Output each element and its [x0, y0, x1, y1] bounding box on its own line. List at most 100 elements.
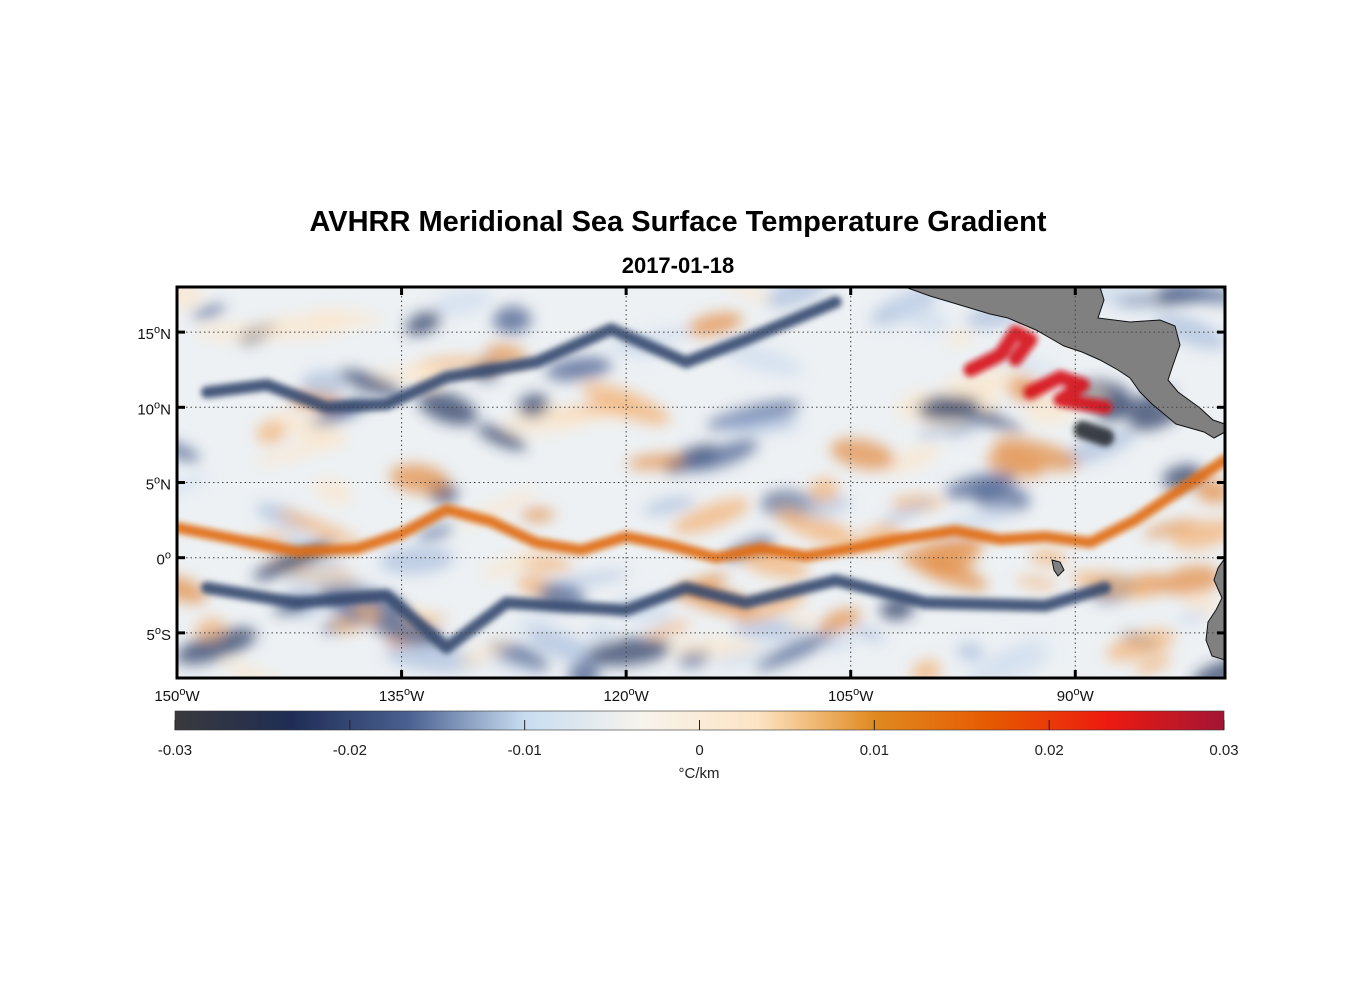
lat-label: 10oN — [137, 399, 171, 418]
gradient-blob — [330, 618, 359, 633]
gradient-blob — [1106, 629, 1175, 661]
gradient-blob — [787, 613, 816, 631]
gradient-blob — [891, 494, 943, 511]
gradient-blob — [984, 637, 1049, 666]
gradient-blob — [1143, 519, 1198, 538]
gradient-blob — [738, 549, 809, 579]
gradient-blob — [689, 439, 759, 472]
gradient-blob — [687, 312, 743, 337]
gradient-blob — [416, 525, 454, 540]
gradient-blob — [177, 574, 208, 604]
lat-label: 5oS — [147, 625, 171, 644]
gradient-blob — [663, 444, 719, 473]
gradient-blob — [476, 424, 527, 450]
colorbar-tick-label: -0.03 — [158, 742, 192, 759]
lat-label: 15oN — [137, 324, 171, 343]
gradient-blob — [773, 507, 859, 548]
colorbar-tick-label: 0 — [695, 742, 703, 759]
gradient-blob — [480, 657, 544, 677]
gradient-blob — [721, 287, 775, 304]
gradient-blob — [195, 617, 226, 639]
gradient-blob — [672, 498, 751, 535]
gradient-blob — [526, 627, 591, 662]
gradient-blob — [222, 660, 288, 678]
gradient-blob — [944, 471, 1017, 499]
gradient-blob — [191, 304, 226, 319]
gradient-blob — [492, 306, 532, 334]
gradient-blob — [852, 626, 885, 642]
lon-label: 90oW — [1057, 686, 1095, 705]
lat-label: 5oN — [146, 475, 171, 494]
gradient-blob — [277, 510, 362, 546]
gradient-blob — [313, 478, 353, 505]
gradient-blob — [754, 632, 834, 671]
gradient-blob — [194, 323, 285, 341]
gradient-blob — [809, 477, 839, 504]
gradient-blob — [722, 342, 803, 377]
gradient-blob — [269, 411, 347, 447]
land-mexico-central-america — [904, 287, 1225, 439]
colorbar-tick-label: 0.03 — [1209, 742, 1238, 759]
gradient-blob — [379, 546, 455, 575]
chart-title: AVHRR Meridional Sea Surface Temperature… — [309, 206, 1047, 238]
gradient-blob — [818, 608, 862, 634]
gradient-blob — [883, 444, 941, 474]
gradient-blob — [956, 642, 985, 662]
gradient-blob — [582, 382, 671, 425]
lon-label: 150oW — [154, 686, 200, 705]
map-ticks — [175, 287, 1225, 678]
gradient-blob — [520, 508, 555, 522]
gradient-blob — [962, 648, 1051, 678]
gradient-blob — [1015, 576, 1058, 589]
gradient-field — [177, 287, 1225, 678]
gradient-blob — [1072, 287, 1158, 312]
gradient-blob — [713, 647, 774, 668]
gradient-blob — [1134, 654, 1172, 675]
lat-label: 0o — [157, 550, 171, 569]
gradient-blob — [385, 644, 480, 672]
gradient-blob — [510, 612, 557, 631]
lon-label: 135oW — [379, 686, 425, 705]
gradient-blob — [804, 499, 840, 520]
lon-label: 105oW — [828, 686, 874, 705]
gradient-blob — [256, 420, 286, 444]
gradient-blob — [1160, 287, 1225, 304]
gradient-blob — [643, 496, 695, 516]
gradient-blob — [1071, 571, 1155, 598]
gradient-blob — [253, 437, 342, 466]
chart-subtitle: 2017-01-18 — [621, 253, 735, 278]
gradient-blob — [432, 289, 492, 316]
gradient-blob — [830, 438, 895, 470]
gradient-blob — [944, 331, 974, 346]
gradient-blob — [1060, 429, 1137, 466]
gradient-blob — [568, 660, 600, 678]
north-band-front — [200, 296, 842, 414]
gradient-fronts — [177, 296, 1225, 654]
gradient-blob — [389, 464, 449, 494]
longitude-labels: 150oW 135oW 120oW 105oW 90oW — [154, 686, 1094, 705]
gradient-blob — [405, 310, 442, 336]
south-equatorial-band-front — [200, 574, 1112, 654]
gradient-blob — [372, 618, 444, 646]
lon-label: 120oW — [603, 686, 649, 705]
gradient-blob — [940, 367, 1028, 399]
colorbar-ticks: -0.03 -0.02 -0.01 0 0.01 0.02 0.03 — [158, 720, 1239, 759]
gradient-blob — [880, 499, 934, 525]
gradient-blob — [585, 622, 615, 648]
gradient-blob — [893, 299, 950, 333]
gradient-blob — [177, 627, 257, 665]
graticule — [177, 287, 1225, 678]
gradient-blob — [993, 438, 1080, 471]
colorbar-tick-label: 0.01 — [860, 742, 889, 759]
gradient-blob — [1162, 565, 1222, 596]
coastal-front-front — [1023, 370, 1113, 415]
gradient-blob — [305, 309, 382, 327]
gradient-blob — [899, 549, 988, 591]
offshore-eddy-front — [1073, 420, 1115, 447]
gradient-blob — [418, 391, 478, 425]
land-galapagos — [1051, 559, 1065, 577]
gradient-blob — [1154, 313, 1225, 350]
gradient-blob — [1171, 519, 1225, 550]
gradient-blob — [352, 602, 382, 620]
